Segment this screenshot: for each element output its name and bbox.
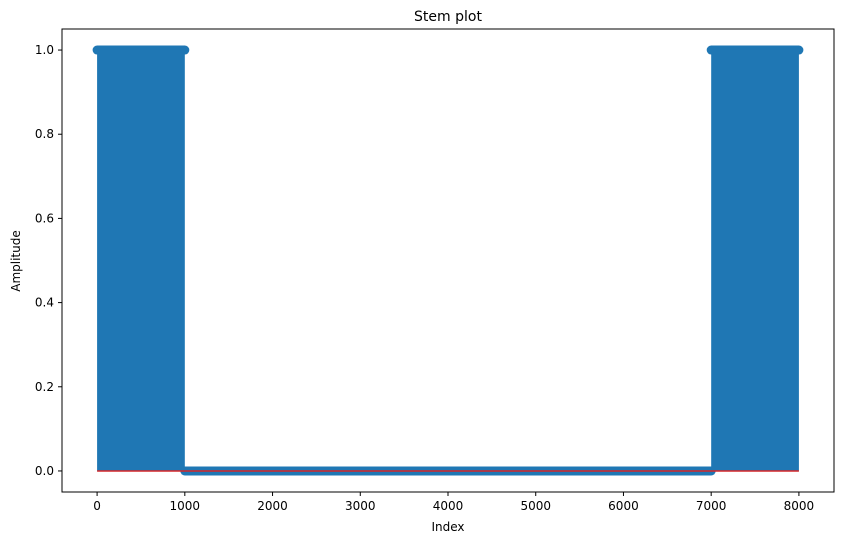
stem-markers-0 — [92, 45, 190, 55]
x-tick-label: 2000 — [257, 499, 288, 513]
y-tick-label: 1.0 — [35, 43, 54, 57]
x-tick-label: 1000 — [170, 499, 201, 513]
chart-title: Stem plot — [414, 9, 482, 25]
x-tick-label: 0 — [93, 499, 101, 513]
x-tick-label: 3000 — [345, 499, 376, 513]
stem-lines-2 — [711, 50, 799, 471]
x-tick-label: 4000 — [433, 499, 464, 513]
axes: 0 1000 2000 3000 4000 5000 6000 7000 8000 0.0 0.2 0… — [35, 28, 835, 513]
y-tick-label: 0.6 — [35, 211, 54, 225]
x-tick-label: 5000 — [520, 499, 551, 513]
x-axis-label: Index — [431, 520, 464, 534]
y-tick-label: 0.8 — [35, 127, 54, 141]
x-tick-label: 8000 — [784, 499, 815, 513]
y-axis-label: Amplitude — [9, 230, 23, 292]
y-tick-label: 0.2 — [35, 380, 54, 394]
y-tick-label: 0.0 — [35, 464, 54, 478]
stem-markers-2 — [706, 45, 804, 55]
stem-lines-0 — [97, 50, 185, 471]
x-tick-label: 7000 — [696, 499, 727, 513]
x-tick-label: 6000 — [608, 499, 639, 513]
plot-area — [92, 45, 804, 476]
y-tick-label: 0.4 — [35, 296, 54, 310]
